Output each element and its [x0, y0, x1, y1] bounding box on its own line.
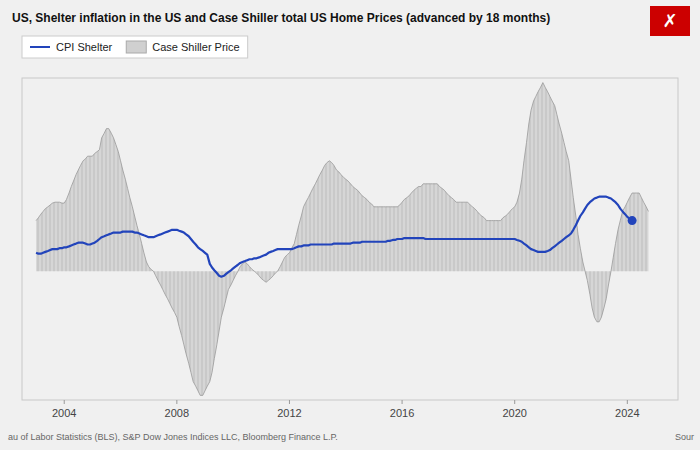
legend-box: [22, 36, 248, 58]
area-hatch: [36, 83, 648, 396]
x-tick: [176, 400, 177, 404]
legend-swatch: [30, 46, 50, 48]
point: [628, 216, 637, 225]
plot-marks: [36, 83, 648, 396]
x-tick-label: 2008: [165, 407, 189, 419]
area-edge: [36, 83, 648, 396]
title: US, Shelter inflation in the US and Case…: [12, 11, 550, 25]
x-tick: [402, 400, 403, 404]
background: [0, 0, 700, 450]
x-tick-label: 2004: [52, 407, 76, 419]
area-fill: [36, 83, 648, 396]
legend-label: CPI Shelter: [56, 41, 113, 53]
logo: [650, 6, 690, 36]
logo-text: ✗: [662, 11, 677, 31]
source: Sour: [675, 432, 694, 442]
legend-label: Case Shiller Price: [152, 41, 239, 53]
x-tick-label: 2016: [390, 407, 414, 419]
x-tick-label: 2020: [502, 407, 526, 419]
x-tick: [514, 400, 515, 404]
legend: CPI Shelter Case Shiller Price: [22, 36, 248, 58]
x-tick: [64, 400, 65, 404]
x-tick-label: 2024: [615, 407, 639, 419]
x-tick: [289, 400, 290, 404]
legend-swatch: [126, 41, 146, 53]
x-tick: [627, 400, 628, 404]
line: [36, 197, 634, 277]
x-tick-label: 2012: [277, 407, 301, 419]
source: au of Labor Statistics (BLS), S&P Dow Jo…: [8, 432, 338, 442]
plot-frame: [22, 78, 678, 400]
